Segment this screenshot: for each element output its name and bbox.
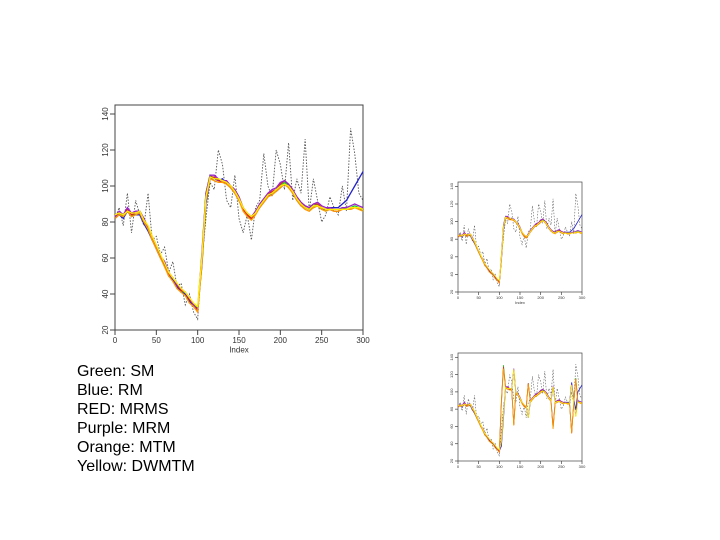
legend-item-dwmtm: Yellow: DWMTM xyxy=(77,458,195,475)
x-tick-label: 150 xyxy=(232,336,246,345)
x-axis-label: Index xyxy=(229,346,249,355)
x-axis-label: Index xyxy=(515,300,525,305)
raw-data-series xyxy=(114,128,364,321)
x-tick-label: 0 xyxy=(457,464,460,469)
x-tick-label: 250 xyxy=(315,336,329,345)
x-tick-label: 250 xyxy=(558,464,565,469)
y-tick-label: 140 xyxy=(449,182,454,189)
y-tick-label: 120 xyxy=(449,200,454,207)
y-tick-label: 100 xyxy=(449,217,454,224)
y-tick-label: 120 xyxy=(449,370,454,377)
legend-item-sm: Green: SM xyxy=(77,363,155,380)
x-tick-label: 150 xyxy=(517,295,524,300)
main-chart: 0 50 100 150 200 250 300 20 40 60 80 100 120 140 Index xyxy=(101,104,370,355)
y-tick-label: 40 xyxy=(101,289,110,298)
legend-item-rm: Blue: RM xyxy=(77,382,143,399)
y-tick-label: 60 xyxy=(101,253,110,262)
plot-frame xyxy=(457,181,583,293)
raw-data-series xyxy=(457,364,583,457)
x-tick-label: 0 xyxy=(113,336,118,345)
x-tick-label: 300 xyxy=(579,295,586,300)
x-tick-label: 300 xyxy=(356,336,370,345)
y-tick-label: 100 xyxy=(101,179,110,193)
legend-item-mrms: RED: MRMS xyxy=(77,401,169,418)
y-tick-label: 60 xyxy=(449,254,454,259)
series-line-mrms xyxy=(457,366,583,453)
series-line-mrm xyxy=(114,174,364,315)
y-tick-label: 20 xyxy=(101,325,110,334)
x-tick-label: 100 xyxy=(191,336,205,345)
x-tick-label: 150 xyxy=(517,464,524,469)
x-tick-label: 50 xyxy=(476,295,481,300)
y-tick-label: 80 xyxy=(449,236,454,241)
y-tick-label: 40 xyxy=(449,271,454,276)
x-tick-label: 100 xyxy=(496,464,503,469)
legend: Green: SM Blue: RM RED: MRMS Purple: MRM… xyxy=(77,362,195,476)
y-tick-label: 80 xyxy=(449,406,454,411)
plot-frame xyxy=(114,104,364,331)
series-line-mtm xyxy=(114,177,364,314)
y-tick-label: 140 xyxy=(449,353,454,360)
x-tick-label: 200 xyxy=(537,295,544,300)
x-tick-label: 250 xyxy=(558,295,565,300)
series-line-mrm xyxy=(457,368,583,454)
y-tick-label: 80 xyxy=(101,217,110,226)
plot-frame xyxy=(457,352,583,462)
series-line-mtm xyxy=(457,368,583,454)
series-line-mrm xyxy=(457,215,583,285)
y-tick-label: 20 xyxy=(449,458,454,463)
y-tick-label: 120 xyxy=(101,143,110,157)
x-tick-label: 200 xyxy=(274,336,288,345)
y-tick-label: 40 xyxy=(449,441,454,446)
series-line-dwmtm xyxy=(114,176,364,308)
y-tick-label: 20 xyxy=(449,289,454,294)
series-line-sm xyxy=(114,173,364,310)
y-tick-label: 140 xyxy=(101,107,110,121)
x-tick-label: 100 xyxy=(496,295,503,300)
series-line-dwmtm xyxy=(457,216,583,282)
x-tick-label: 200 xyxy=(537,464,544,469)
series-line-dwmtm xyxy=(457,369,583,451)
y-tick-label: 60 xyxy=(449,423,454,428)
y-tick-label: 100 xyxy=(449,388,454,395)
small-chart-bottom: 0 50 100 150 200 250 300 20 40 60 80 100 120 140 xyxy=(449,352,586,469)
legend-item-mrm: Purple: MRM xyxy=(77,420,171,437)
x-tick-label: 50 xyxy=(152,336,161,345)
x-tick-label: 300 xyxy=(579,464,586,469)
raw-data-series xyxy=(457,193,583,288)
legend-item-mtm: Orange: MTM xyxy=(77,439,176,456)
small-chart-top: 0 50 100 150 200 250 300 20 40 60 80 100 120 140 Index xyxy=(449,181,586,305)
x-tick-label: 0 xyxy=(457,295,460,300)
x-tick-label: 50 xyxy=(476,464,481,469)
series-line-rm xyxy=(457,370,583,452)
